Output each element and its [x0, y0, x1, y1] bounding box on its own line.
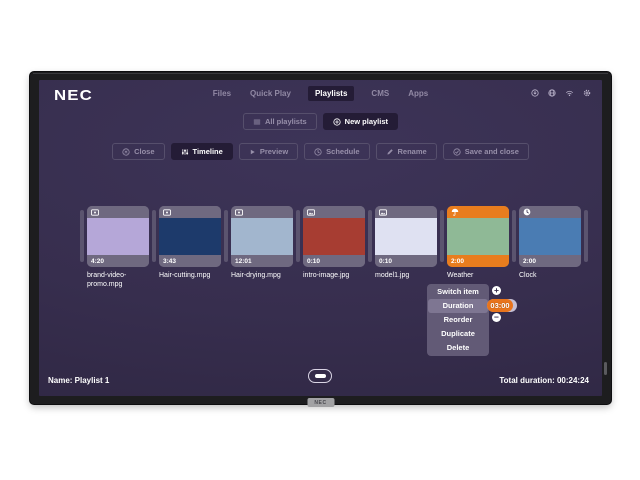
preview-button[interactable]: Preview [238, 143, 299, 160]
clip-duration: 0:10 [303, 255, 365, 267]
umbrella-icon [451, 206, 459, 221]
image-icon [307, 206, 315, 221]
bezel-logo: NEC [307, 398, 334, 407]
rename-label: Rename [397, 147, 427, 156]
duration-value: 03:00 [487, 299, 513, 312]
clip-duration: 2:00 [447, 255, 509, 267]
clip-name: Clock [519, 272, 537, 279]
item-context-menu: Switch item Duration Reorder Duplicate D… [427, 284, 489, 356]
save-and-close-label: Save and close [464, 147, 519, 156]
timeline-item-weather[interactable]: 2:00 Weather [447, 206, 509, 281]
playlist-name-label: Name: Playlist 1 [48, 376, 110, 385]
drag-handle[interactable] [512, 210, 516, 262]
menu-item-switch[interactable]: Switch item [437, 287, 479, 296]
new-playlist-button[interactable]: New playlist [322, 113, 399, 130]
timeline-item-clock[interactable]: 2:00 Clock [519, 206, 581, 281]
schedule-label: Schedule [326, 147, 360, 156]
clip-name: intro-image.jpg [303, 272, 350, 279]
play-icon [249, 148, 256, 156]
clip-name: brand-video-promo.mpg [87, 272, 127, 288]
tab-files[interactable]: Files [212, 89, 232, 98]
timeline-item-model1[interactable]: 0:10 model1.jpg [375, 206, 437, 281]
menu-item-delete[interactable]: Delete [446, 343, 470, 352]
drag-handle[interactable] [152, 210, 156, 262]
download-circle-icon[interactable] [531, 89, 539, 97]
gear-icon[interactable] [583, 89, 591, 97]
tab-playlists[interactable]: Playlists [307, 86, 355, 101]
timeline-label: Timeline [192, 147, 223, 156]
main-nav: Files Quick Play Playlists CMS Apps [39, 86, 602, 101]
new-playlist-label: New playlist [344, 117, 389, 126]
duration-decrease-button[interactable]: − [492, 313, 501, 322]
drag-handle[interactable] [80, 210, 84, 262]
wifi-icon[interactable] [565, 89, 574, 97]
timeline-strip: 4:20 brand-video-promo.mpg 3:43 Hair-cut… [77, 206, 591, 289]
drag-handle[interactable] [440, 210, 444, 262]
all-playlists-label: All playlists [264, 117, 307, 126]
hide-toolbar-button[interactable] [308, 369, 332, 383]
drag-handle[interactable] [368, 210, 372, 262]
minus-bar-icon [314, 374, 326, 378]
playlist-subnav: All playlists New playlist [39, 113, 602, 130]
duration-increase-button[interactable]: + [492, 286, 501, 295]
plus-circle-icon [333, 117, 341, 126]
all-playlists-button[interactable]: All playlists [242, 113, 317, 130]
clip-duration: 12:01 [231, 255, 293, 267]
timeline-item-brand-video[interactable]: 4:20 brand-video-promo.mpg [87, 206, 149, 289]
nec-logo: NEC [54, 87, 93, 104]
image-icon [379, 206, 387, 221]
sliders-icon [181, 148, 189, 156]
list-icon [253, 118, 261, 126]
globe-icon[interactable] [548, 89, 556, 97]
clip-duration: 2:00 [519, 255, 581, 267]
check-circle-icon [453, 147, 461, 156]
tab-cms[interactable]: CMS [371, 89, 390, 98]
schedule-button[interactable]: Schedule [304, 143, 370, 160]
close-label: Close [134, 147, 155, 156]
tab-quick-play[interactable]: Quick Play [250, 89, 291, 98]
drag-handle[interactable] [224, 210, 228, 262]
film-icon [235, 206, 243, 221]
close-circle-icon [122, 147, 130, 156]
clock-icon [523, 206, 531, 221]
menu-item-duration[interactable]: Duration [428, 299, 488, 313]
status-icons [531, 89, 591, 97]
clip-duration: 0:10 [375, 255, 437, 267]
playlist-toolbar: Close Timeline Preview Schedule Rename [39, 143, 602, 160]
clock-icon [314, 147, 322, 156]
menu-item-duplicate[interactable]: Duplicate [441, 329, 475, 338]
film-icon [163, 206, 171, 221]
clip-name: Hair-drying.mpg [231, 272, 281, 279]
clip-name: Weather [447, 272, 474, 279]
clip-duration: 4:20 [87, 255, 149, 267]
clip-name: model1.jpg [375, 272, 410, 279]
rename-button[interactable]: Rename [375, 143, 437, 160]
tab-apps[interactable]: Apps [408, 89, 429, 98]
film-icon [91, 206, 99, 221]
duration-value-field[interactable]: 03:00 [487, 299, 517, 312]
screen: NEC Files Quick Play Playlists CMS Apps … [39, 80, 602, 396]
power-button[interactable] [604, 362, 607, 375]
timeline-item-intro-image[interactable]: 0:10 intro-image.jpg [303, 206, 365, 281]
clip-name: Hair-cutting.mpg [159, 272, 211, 279]
timeline-item-hair-drying[interactable]: 12:01 Hair-drying.mpg [231, 206, 293, 281]
save-and-close-button[interactable]: Save and close [442, 143, 529, 160]
preview-label: Preview [259, 147, 289, 156]
drag-handle[interactable] [296, 210, 300, 262]
total-duration-label: Total duration: 00:24:24 [499, 376, 589, 385]
pencil-icon [386, 148, 394, 156]
timeline-item-hair-cutting[interactable]: 3:43 Hair-cutting.mpg [159, 206, 221, 281]
menu-item-reorder[interactable]: Reorder [443, 315, 473, 324]
close-button[interactable]: Close [112, 143, 165, 160]
clip-duration: 3:43 [159, 255, 221, 267]
monitor-bezel: NEC Files Quick Play Playlists CMS Apps … [30, 72, 611, 407]
timeline-button[interactable]: Timeline [170, 143, 233, 160]
drag-handle[interactable] [584, 210, 588, 262]
